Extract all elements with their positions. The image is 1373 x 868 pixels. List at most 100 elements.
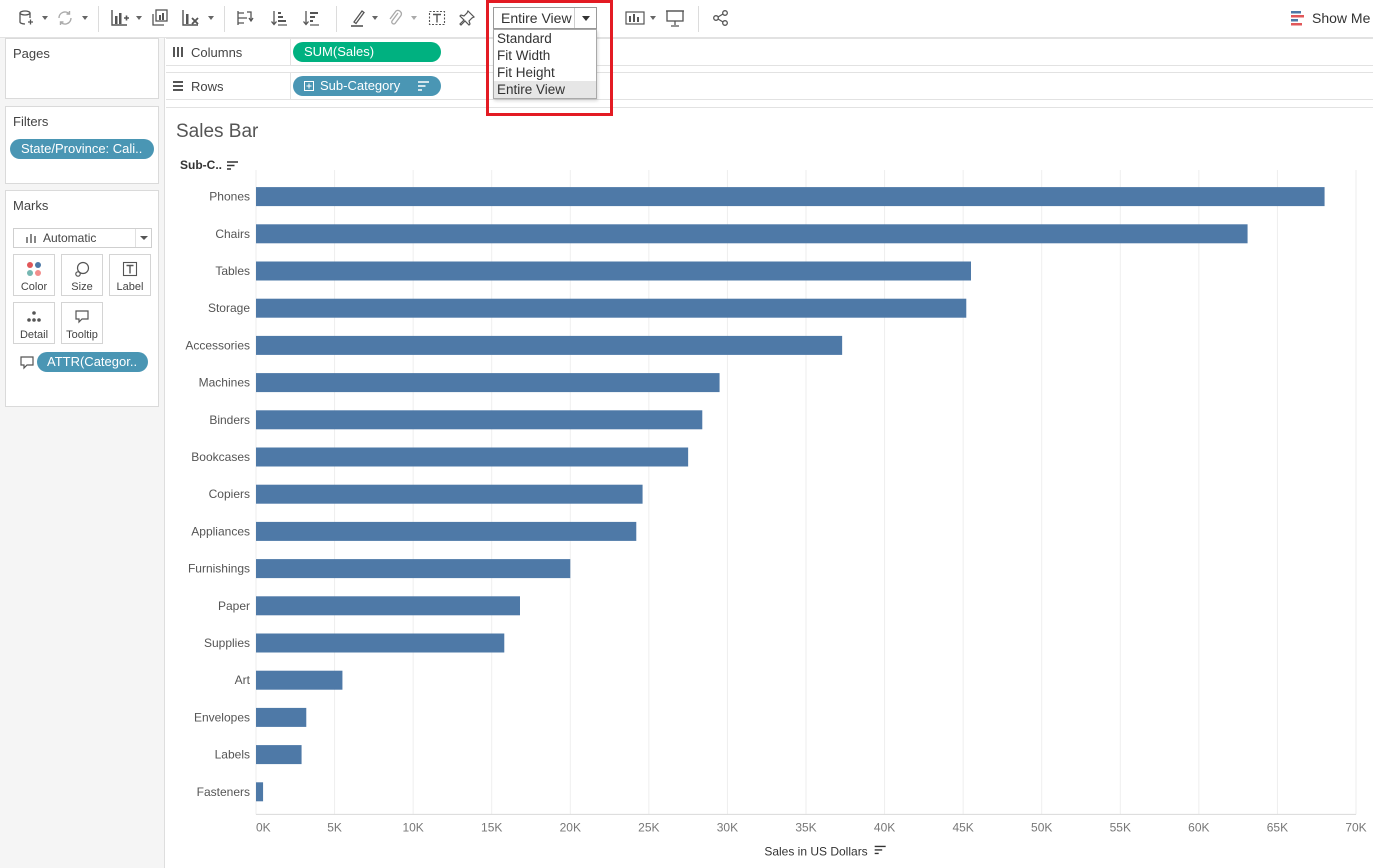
clear-sheet-icon[interactable] bbox=[181, 8, 201, 28]
sort-ascending-icon[interactable] bbox=[270, 8, 288, 28]
swap-rows-columns-icon[interactable] bbox=[236, 8, 254, 28]
new-worksheet-icon[interactable] bbox=[110, 8, 130, 28]
size-button[interactable]: Size bbox=[61, 254, 103, 296]
bar[interactable] bbox=[256, 298, 967, 318]
highlight-icon[interactable] bbox=[349, 8, 367, 28]
filters-title: Filters bbox=[13, 114, 49, 129]
color-button[interactable]: Color bbox=[13, 254, 55, 296]
sort-icon[interactable] bbox=[418, 81, 429, 91]
x-tick-label: 30K bbox=[717, 820, 738, 834]
category-label: Bookcases bbox=[191, 450, 250, 464]
toolbar: Entire View Show Me bbox=[0, 0, 1373, 38]
bar[interactable] bbox=[256, 707, 307, 727]
bar[interactable] bbox=[256, 447, 689, 467]
mark-type-value: Automatic bbox=[43, 231, 97, 245]
cards-view-icon[interactable] bbox=[625, 8, 645, 28]
show-me-icon bbox=[1291, 11, 1304, 26]
presentation-mode-icon[interactable] bbox=[665, 8, 685, 28]
fit-option-fit-height[interactable]: Fit Height bbox=[497, 65, 555, 80]
bar-chart: Phones Chairs Tables Storage Accessories Mach… bbox=[185, 170, 1367, 858]
bar[interactable] bbox=[256, 745, 302, 765]
sort-icon[interactable] bbox=[874, 845, 886, 855]
bar[interactable] bbox=[256, 373, 720, 393]
duplicate-sheet-icon[interactable] bbox=[150, 8, 170, 28]
sort-icon[interactable] bbox=[227, 160, 238, 170]
rows-icon bbox=[173, 81, 183, 91]
tooltip-label: Tooltip bbox=[66, 329, 98, 341]
expand-icon[interactable] bbox=[304, 81, 314, 91]
x-tick-label: 60K bbox=[1188, 820, 1209, 834]
group-members-icon[interactable] bbox=[386, 8, 404, 28]
rows-shelf[interactable]: Rows Sub-Category bbox=[166, 72, 1373, 100]
marks-field-pill-category[interactable]: ATTR(Categor.. bbox=[37, 352, 148, 372]
bar[interactable] bbox=[256, 335, 843, 355]
category-label: Labels bbox=[215, 748, 250, 762]
x-axis-title[interactable]: Sales in US Dollars bbox=[764, 844, 867, 858]
fit-option-standard[interactable]: Standard bbox=[497, 31, 552, 46]
sort-descending-icon[interactable] bbox=[302, 8, 320, 28]
new-data-source-icon[interactable] bbox=[18, 8, 34, 28]
rows-label: Rows bbox=[191, 79, 224, 94]
size-icon bbox=[75, 261, 90, 277]
bar[interactable] bbox=[256, 521, 637, 541]
chevron-down-icon[interactable] bbox=[574, 8, 596, 28]
columns-pill-sum-sales[interactable]: SUM(Sales) bbox=[293, 42, 441, 62]
category-label: Storage bbox=[208, 301, 250, 315]
tooltip-button[interactable]: Tooltip bbox=[61, 302, 103, 344]
x-tick-label: 45K bbox=[952, 820, 973, 834]
fix-axes-pin-icon[interactable] bbox=[458, 8, 476, 28]
label-button[interactable]: Label bbox=[109, 254, 151, 296]
pages-title: Pages bbox=[13, 46, 50, 61]
mark-type-dropdown[interactable]: Automatic bbox=[13, 228, 152, 248]
x-tick-label: 55K bbox=[1110, 820, 1131, 834]
bar[interactable] bbox=[256, 224, 1248, 244]
x-tick-label: 0K bbox=[256, 820, 271, 834]
x-tick-label: 70K bbox=[1345, 820, 1366, 834]
label-label: Label bbox=[116, 281, 144, 293]
show-me-button[interactable]: Show Me bbox=[1290, 8, 1370, 28]
marks-card: Marks Automatic Color Size Label Detail … bbox=[5, 190, 159, 407]
share-icon[interactable] bbox=[712, 8, 730, 28]
fit-dropdown[interactable]: Entire View bbox=[493, 7, 597, 29]
category-label: Binders bbox=[209, 413, 250, 427]
columns-shelf[interactable]: Columns SUM(Sales) bbox=[166, 38, 1373, 66]
filters-card[interactable]: Filters State/Province: Cali.. bbox=[5, 106, 159, 184]
size-label: Size bbox=[71, 281, 93, 293]
bar[interactable] bbox=[256, 484, 643, 504]
columns-label: Columns bbox=[191, 45, 243, 60]
bar[interactable] bbox=[256, 261, 971, 281]
x-tick-label: 65K bbox=[1267, 820, 1288, 834]
fit-dropdown-menu: Standard Fit Width Fit Height Entire Vie… bbox=[493, 29, 597, 99]
tooltip-icon bbox=[20, 356, 34, 370]
detail-button[interactable]: Detail bbox=[13, 302, 55, 344]
fit-option-fit-width[interactable]: Fit Width bbox=[497, 48, 551, 63]
fit-option-entire-view[interactable]: Entire View bbox=[494, 81, 596, 98]
bar[interactable] bbox=[256, 187, 1325, 207]
category-label: Copiers bbox=[209, 487, 250, 501]
tooltip-icon bbox=[75, 310, 89, 324]
category-label: Phones bbox=[209, 190, 250, 204]
bar[interactable] bbox=[256, 670, 343, 690]
bar[interactable] bbox=[256, 559, 571, 579]
x-tick-label: 15K bbox=[481, 820, 502, 834]
x-tick-label: 50K bbox=[1031, 820, 1052, 834]
bar[interactable] bbox=[256, 596, 520, 616]
text-label-icon bbox=[122, 261, 138, 277]
rows-pill-sub-category[interactable]: Sub-Category bbox=[293, 76, 441, 96]
bar[interactable] bbox=[256, 410, 703, 430]
chart-title: Sales Bar bbox=[176, 121, 259, 142]
category-label: Paper bbox=[218, 599, 250, 613]
bar[interactable] bbox=[256, 633, 505, 653]
category-label: Accessories bbox=[185, 338, 250, 352]
rows-shelf-label: Rows bbox=[166, 73, 291, 99]
bar[interactable] bbox=[256, 782, 264, 802]
detail-icon bbox=[27, 311, 41, 322]
pages-card[interactable]: Pages bbox=[5, 38, 159, 99]
refresh-icon[interactable] bbox=[56, 8, 74, 28]
show-mark-labels-icon[interactable] bbox=[428, 8, 446, 28]
chevron-down-icon[interactable] bbox=[135, 229, 151, 247]
filter-pill-state-province[interactable]: State/Province: Cali.. bbox=[10, 139, 154, 159]
bar-chart-icon bbox=[26, 234, 36, 243]
sub-category-header[interactable]: Sub-C.. bbox=[180, 158, 238, 172]
category-label: Appliances bbox=[191, 524, 250, 538]
